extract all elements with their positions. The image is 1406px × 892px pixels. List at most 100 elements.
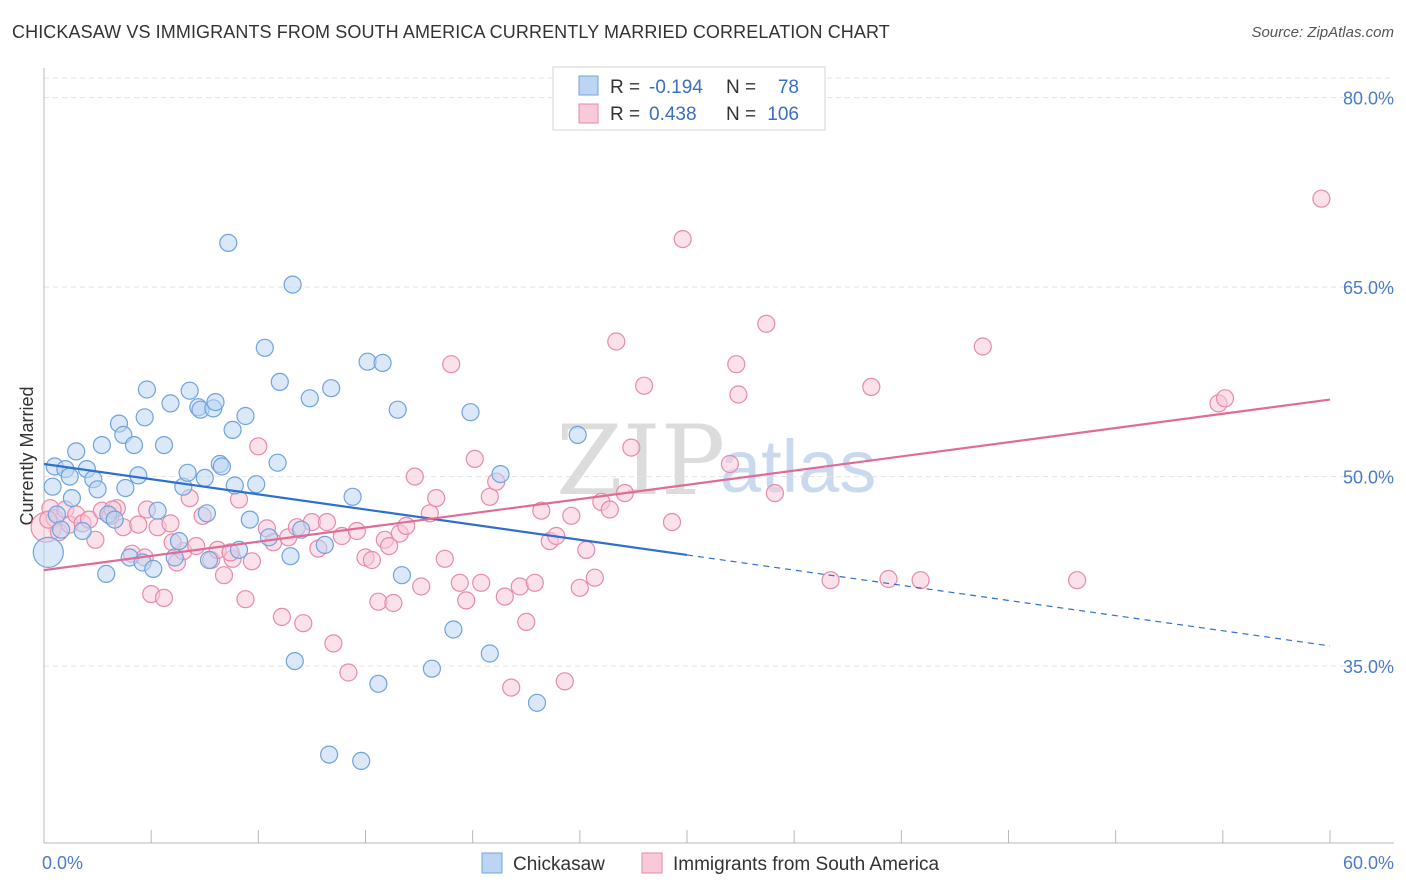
chickasaw-point xyxy=(161,394,180,413)
immigrants-trend-line xyxy=(43,398,1331,572)
chickasaw-point xyxy=(62,489,82,508)
immigrants-point xyxy=(720,454,740,474)
immigrants-point xyxy=(634,376,654,395)
x-tick-label-max: 60.0% xyxy=(1343,853,1394,873)
chickasaw-point xyxy=(105,510,124,529)
chickasaw-point xyxy=(219,233,238,252)
immigrants-point xyxy=(412,577,431,596)
chickasaw-point xyxy=(259,528,279,547)
legend-n-value-chickasaw: 78 xyxy=(778,77,799,98)
y-tick-label: 50.0% xyxy=(1343,468,1394,488)
immigrants-point xyxy=(397,516,416,536)
chickasaw-point xyxy=(322,379,341,398)
immigrants-point xyxy=(450,573,469,592)
immigrants-point xyxy=(585,568,604,587)
immigrants-point xyxy=(242,552,261,571)
immigrants-point xyxy=(1312,189,1331,208)
chickasaw-point xyxy=(315,535,334,555)
axes xyxy=(43,68,1394,844)
chickasaw-point xyxy=(43,477,62,496)
immigrants-point xyxy=(465,449,484,468)
chickasaw-trend-extension xyxy=(686,554,1331,647)
immigrants-point xyxy=(405,467,424,486)
x-ticks xyxy=(43,830,1331,843)
immigrants-point xyxy=(480,487,499,506)
chickasaw-point xyxy=(154,436,174,455)
immigrants-point xyxy=(821,571,840,590)
y-tick-label: 65.0% xyxy=(1343,278,1394,298)
bottom-legend: Chickasaw Immigrants from South America xyxy=(481,852,940,875)
chickasaw-point xyxy=(281,547,300,566)
chickasaw-point xyxy=(178,463,197,482)
immigrants-point xyxy=(757,314,776,333)
immigrants-point xyxy=(577,540,596,560)
legend-r-value-immigrants: 0.438 xyxy=(649,104,697,125)
chickasaw-point xyxy=(73,521,92,541)
chickasaw-point xyxy=(352,751,371,771)
legend-n-value-immigrants: 106 xyxy=(767,104,799,125)
immigrants-point xyxy=(380,536,399,556)
immigrants-point xyxy=(1067,571,1087,590)
immigrants-point xyxy=(249,437,268,456)
chickasaw-point xyxy=(92,436,112,455)
immigrants-point xyxy=(161,514,180,533)
immigrants-point xyxy=(472,573,491,592)
chickasaw-point xyxy=(180,381,199,400)
chickasaw-point xyxy=(444,620,463,639)
x-tick-label-min: 0.0% xyxy=(42,853,83,873)
chickasaw-point xyxy=(491,465,510,484)
bottom-legend-chickasaw: Chickasaw xyxy=(513,854,605,875)
immigrants-point xyxy=(562,506,581,525)
immigrants-point xyxy=(154,588,174,608)
chickasaw-point xyxy=(247,475,266,494)
legend-n-label: N = xyxy=(726,77,756,98)
chickasaw-point xyxy=(236,406,255,426)
immigrants-point xyxy=(673,230,692,249)
immigrants-point xyxy=(729,385,748,404)
immigrants-point xyxy=(517,612,536,632)
immigrants-point xyxy=(765,484,785,503)
chickasaw-point xyxy=(124,436,144,455)
chickasaw-point xyxy=(169,531,189,551)
chickasaw-point xyxy=(206,393,225,412)
chickasaw-point xyxy=(527,693,547,712)
legend-n-label: N = xyxy=(726,104,756,125)
immigrants-point xyxy=(879,569,898,589)
chickasaw-point xyxy=(480,644,499,663)
immigrants-point xyxy=(1215,389,1235,408)
chickasaw-point xyxy=(97,564,116,584)
chickasaw-point xyxy=(88,480,107,499)
immigrants-point xyxy=(457,591,476,610)
chickasaw-point xyxy=(358,352,377,371)
immigrants-point xyxy=(607,332,626,351)
immigrants-point xyxy=(317,512,336,532)
legend-r-label: R = xyxy=(610,77,640,98)
y-tick-labels: 35.0% 50.0% 65.0% 80.0% xyxy=(1343,89,1394,678)
y-tick-label: 80.0% xyxy=(1343,89,1394,109)
immigrants-point xyxy=(662,512,682,532)
immigrants-point xyxy=(435,549,454,568)
immigrants-point xyxy=(384,593,403,613)
chickasaw-point xyxy=(135,408,154,427)
chickasaw-point xyxy=(212,457,231,476)
watermark-zip: ZIP xyxy=(556,405,725,517)
chickasaw-trend-line xyxy=(43,462,688,557)
immigrants-point xyxy=(347,521,366,541)
y-tick-label: 35.0% xyxy=(1343,657,1394,677)
y-axis-label: Currently Married xyxy=(17,386,37,525)
legend-r-label: R = xyxy=(610,104,640,125)
series-chickasaw-points xyxy=(32,233,587,771)
immigrants-point xyxy=(129,515,148,534)
chickasaw-point xyxy=(320,745,339,764)
immigrants-point xyxy=(362,550,381,570)
immigrants-point xyxy=(911,571,930,590)
immigrants-point xyxy=(532,501,551,520)
chickasaw-point xyxy=(223,420,242,439)
immigrants-point xyxy=(973,337,992,356)
chickasaw-point xyxy=(32,536,64,569)
chickasaw-point xyxy=(422,659,441,678)
chickasaw-point xyxy=(285,651,304,671)
chickasaw-point xyxy=(369,674,388,693)
bottom-legend-immigrants: Immigrants from South America xyxy=(673,854,940,875)
chickasaw-point xyxy=(300,389,319,408)
